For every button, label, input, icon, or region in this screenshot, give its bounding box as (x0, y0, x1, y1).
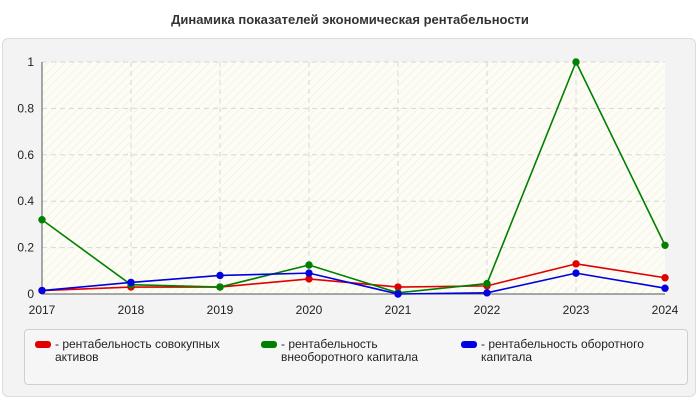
data-point-working-capital (216, 271, 224, 280)
x-tick-label: 2020 (296, 303, 323, 317)
data-point-total-assets (572, 260, 580, 268)
data-point-working-capital (572, 269, 580, 277)
legend-item-total-assets: - рентабельность совокупных активов (35, 338, 220, 364)
data-point-working-capital (38, 286, 46, 295)
y-tick-label: 0.4 (17, 194, 34, 208)
chart-title: Динамика показателей экономическая рента… (171, 12, 529, 27)
x-tick-label: 2022 (474, 303, 501, 317)
legend-item-working-capital: - рентабельность оборотного капитала (461, 338, 644, 364)
legend-label-total-assets: - рентабельность совокупных активов (55, 337, 220, 364)
x-tick-label: 2018 (118, 303, 145, 317)
legend-item-fixed-capital: - рентабельность внеоборотного капитала (261, 338, 418, 364)
x-tick-label: 2021 (385, 303, 412, 317)
data-point-working-capital (483, 289, 491, 297)
x-tick-label: 2024 (652, 303, 679, 317)
data-point-fixed-capital (38, 216, 46, 224)
data-point-fixed-capital (661, 241, 669, 249)
series-line-fixed-capital (41, 61, 666, 294)
data-point-working-capital (394, 290, 402, 298)
data-point-fixed-capital (483, 279, 491, 288)
legend-label-working-capital: - рентабельность оборотного капитала (481, 337, 644, 364)
legend-swatch-fixed-capital (261, 341, 277, 348)
data-point-fixed-capital (572, 58, 580, 66)
data-point-fixed-capital (305, 261, 313, 269)
x-tick-label: 2017 (29, 303, 56, 317)
legend-swatch-working-capital (461, 341, 477, 348)
legend-swatch-total-assets (35, 341, 51, 348)
y-tick-label: 0.8 (17, 101, 34, 115)
data-point-working-capital (305, 269, 313, 277)
x-tick-label: 2023 (563, 303, 590, 317)
data-point-fixed-capital (216, 283, 224, 291)
y-tick-label: 0.2 (17, 241, 34, 255)
data-point-total-assets (661, 274, 669, 282)
y-tick-label: 0.6 (17, 148, 34, 162)
plot-area (42, 62, 665, 294)
series-line-working-capital (41, 272, 666, 295)
y-tick-label: 0 (27, 287, 34, 301)
legend-label-fixed-capital: - рентабельность внеоборотного капитала (281, 337, 418, 364)
data-point-working-capital (127, 278, 135, 287)
y-tick-label: 1 (27, 55, 34, 69)
data-point-working-capital (661, 284, 669, 292)
legend: - рентабельность совокупных активов - ре… (24, 329, 688, 385)
x-tick-label: 2019 (207, 303, 234, 317)
